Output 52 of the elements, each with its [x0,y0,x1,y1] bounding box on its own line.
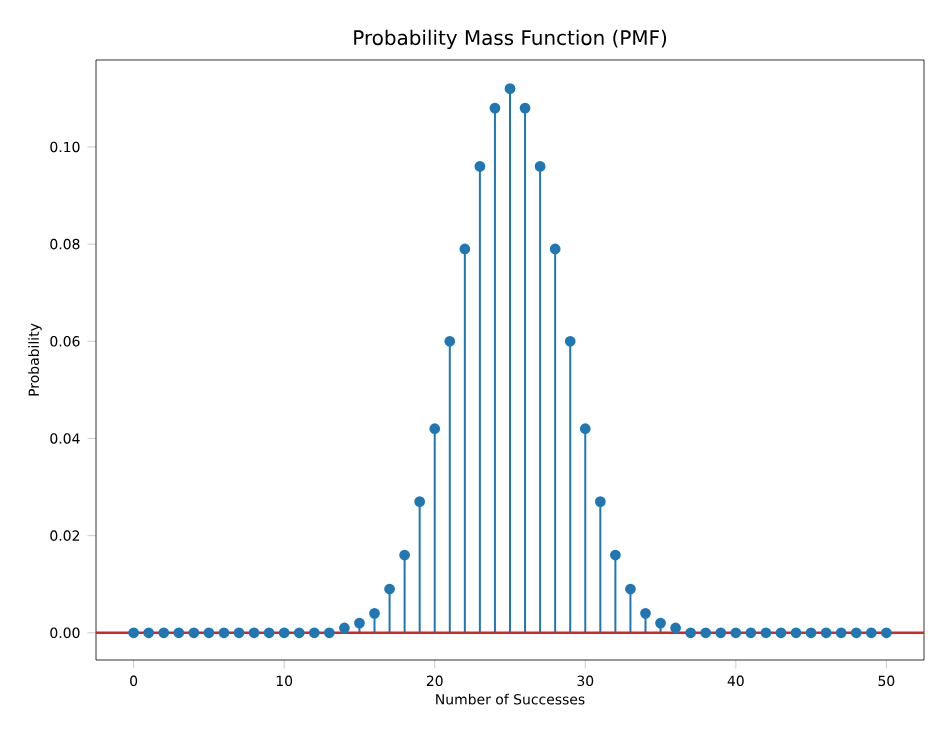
point [640,607,651,619]
point [128,627,140,639]
point [579,423,591,435]
point [534,161,546,172]
point [158,627,170,639]
point [218,627,230,639]
point [399,549,410,561]
point [354,617,365,629]
point [880,627,892,639]
point [790,627,802,639]
point [474,161,486,172]
point [459,243,471,255]
point [594,496,606,507]
point [730,627,742,639]
point [369,607,380,619]
point [820,627,832,639]
point [850,627,862,639]
point [263,627,275,639]
point [745,627,757,639]
point [444,335,456,347]
point [384,583,395,595]
point [203,627,215,639]
point [564,335,576,347]
point [685,627,697,639]
point [233,627,245,639]
point [715,627,727,639]
point [865,627,877,639]
point [339,622,350,634]
point [519,102,531,114]
point [429,423,441,435]
point [655,617,666,629]
point [610,549,621,561]
point [248,627,260,639]
point [625,583,636,595]
point [188,627,200,639]
point [278,627,290,639]
point [414,496,426,507]
point [549,243,561,255]
point [760,627,772,639]
point [323,627,335,639]
point [805,627,817,639]
point [308,627,320,639]
point [143,627,155,639]
point [504,83,516,95]
point [775,627,787,639]
point [293,627,305,639]
point [489,102,501,114]
point [835,627,847,639]
point [670,622,681,634]
point [173,627,185,639]
chart-title: Probability Mass Function (PMF) [354,29,667,50]
point [700,627,712,639]
